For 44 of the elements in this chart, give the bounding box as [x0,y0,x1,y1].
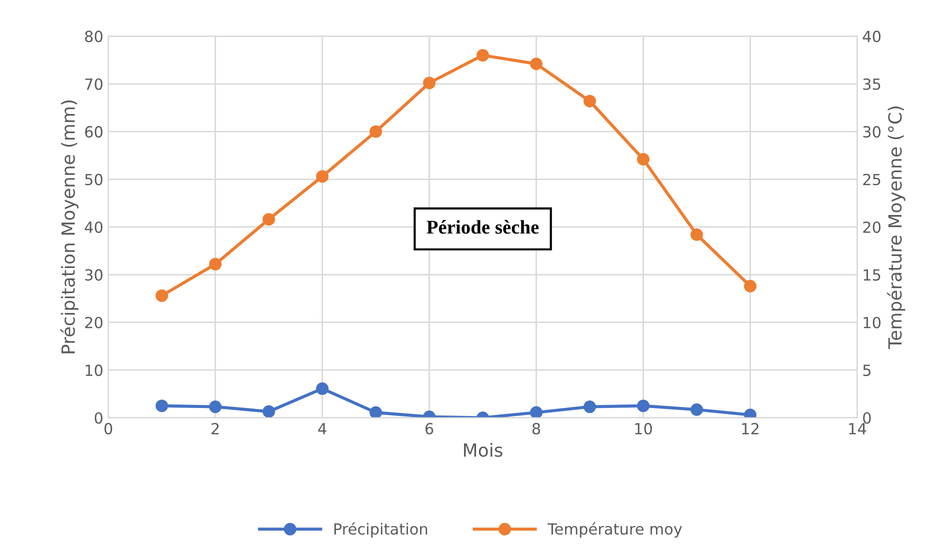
y2-tick-label: 10 [864,316,881,328]
point [262,213,276,226]
y2-tick-label: 5 [863,364,870,376]
x-tick-label: 6 [425,422,434,434]
y-tick-label: 40 [84,221,102,233]
x-tick-label: 4 [318,423,326,434]
y-tick-label: 0 [94,412,102,424]
x-tick-label: 0 [104,422,112,434]
point [316,170,329,183]
point [637,153,650,166]
y-tick-label: 70 [85,78,102,90]
y2-tick-label: 30 [863,126,881,138]
y-axis-title: Précipitation Moyenne (mm) [60,100,78,354]
point [476,49,490,62]
point [156,289,168,302]
point [209,258,222,270]
y2-tick-label: 25 [863,174,880,186]
point [530,58,543,70]
point [423,76,436,90]
y2-tick-label: 0 [863,412,871,424]
legend-label: Précipitation [334,522,428,538]
point [584,94,596,108]
y-tick-label: 50 [85,174,102,186]
x-tick-label: 10 [635,422,652,434]
point [370,125,382,138]
y2-axis-title: Température Moyenne (°C) [887,106,906,350]
y2-tick-label: 35 [863,78,880,90]
y2-tick-label: 40 [862,30,881,42]
y2-tick-label: 20 [863,221,881,233]
x-tick-label: 8 [532,422,540,434]
y-tick-label: 60 [85,126,102,138]
y-tick-label: 30 [85,269,102,281]
x-tick-label: 12 [742,422,758,434]
x-tick-label: 2 [212,422,219,434]
x-axis-title: Mois [464,442,502,457]
annotation: Période sèche [426,220,539,234]
y-tick-label: 80 [85,30,102,42]
y-tick-label: 10 [86,364,102,376]
legend-label: Température moy [548,522,682,538]
y-tick-label: 20 [85,316,102,328]
point [744,280,756,292]
y2-tick-label: 15 [864,269,880,281]
x-tick-label: 14 [849,423,866,434]
point [690,228,703,241]
